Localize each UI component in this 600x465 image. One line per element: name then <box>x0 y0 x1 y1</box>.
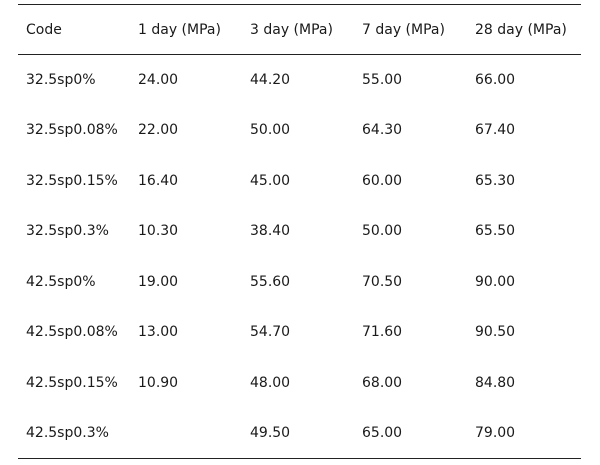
cell-code: 42.5sp0.3% <box>18 408 130 459</box>
table-row: 42.5sp0.3% 49.50 65.00 79.00 <box>18 408 581 459</box>
table-row: 42.5sp0.08% 13.00 54.70 71.60 90.50 <box>18 307 581 358</box>
cell-code: 42.5sp0% <box>26 273 96 290</box>
header-3-day: 3 day (MPa) <box>242 4 354 55</box>
header-row: Code 1 day (MPa) 3 day (MPa) 7 day (MPa)… <box>18 4 581 55</box>
table-row: 32.5sp0% 24.00 44.20 55.00 66.00 <box>18 55 581 106</box>
table-row: 32.5sp0.08% 22.00 50.00 64.30 67.40 <box>18 105 581 156</box>
cell-3-day: 50.00 <box>250 122 291 139</box>
cell-3-day: 38.40 <box>250 223 291 240</box>
cell-code: 42.5sp0.08% <box>26 324 118 341</box>
cell-3-day: 44.20 <box>250 72 291 88</box>
cell-28-day: 84.80 <box>475 374 516 391</box>
strength-table-container: Code 1 day (MPa) 3 day (MPa) 7 day (MPa)… <box>18 4 581 459</box>
cell-1-day: 24.00 <box>138 72 179 88</box>
table-row: 32.5sp0.15% 16.40 45.00 60.00 65.30 <box>18 156 581 207</box>
cell-3-day: 54.70 <box>250 324 291 341</box>
cell-1-day: 10.30 <box>138 223 179 240</box>
cell-1-day: 16.40 <box>138 172 179 189</box>
cell-7-day: 50.00 <box>362 223 403 240</box>
header-code: Code <box>18 4 130 55</box>
cell-code: 32.5sp0% <box>26 72 96 88</box>
cell-7-day: 64.30 <box>362 122 403 139</box>
table-body: 32.5sp0% 24.00 44.20 55.00 66.00 32.5sp0… <box>18 55 581 459</box>
cell-3-day: 45.00 <box>250 172 291 189</box>
cell-3-day: 49.50 <box>242 408 354 459</box>
cell-1-day: 10.90 <box>138 374 179 391</box>
cell-code: 42.5sp0.15% <box>26 374 118 391</box>
table-row: 32.5sp0.3% 10.30 38.40 50.00 65.50 <box>18 206 581 257</box>
cell-7-day: 68.00 <box>362 374 403 391</box>
cell-7-day: 71.60 <box>362 324 403 341</box>
header-1-day: 1 day (MPa) <box>130 4 242 55</box>
cell-28-day: 90.00 <box>475 273 516 290</box>
cell-28-day: 79.00 <box>467 408 581 459</box>
cell-28-day: 65.30 <box>475 172 516 189</box>
cell-28-day: 65.50 <box>475 223 516 240</box>
cell-28-day: 67.40 <box>475 122 516 139</box>
table-row: 42.5sp0.15% 10.90 48.00 68.00 84.80 <box>18 358 581 409</box>
cell-1-day: 22.00 <box>138 122 179 139</box>
cell-code: 32.5sp0.08% <box>26 122 118 139</box>
compressive-strength-table: Code 1 day (MPa) 3 day (MPa) 7 day (MPa)… <box>18 4 581 459</box>
cell-1-day: 13.00 <box>138 324 179 341</box>
cell-28-day: 66.00 <box>475 72 516 88</box>
cell-7-day: 65.00 <box>354 408 467 459</box>
table-row: 42.5sp0% 19.00 55.60 70.50 90.00 <box>18 257 581 308</box>
cell-3-day: 48.00 <box>250 374 291 391</box>
table-header: Code 1 day (MPa) 3 day (MPa) 7 day (MPa)… <box>18 4 581 55</box>
cell-1-day: 19.00 <box>138 273 179 290</box>
cell-code: 32.5sp0.3% <box>26 223 109 240</box>
cell-7-day: 60.00 <box>362 172 403 189</box>
cell-7-day: 70.50 <box>362 273 403 290</box>
cell-code: 32.5sp0.15% <box>26 172 118 189</box>
cell-7-day: 55.00 <box>362 72 403 88</box>
header-28-day: 28 day (MPa) <box>467 4 581 55</box>
cell-1-day <box>130 408 242 459</box>
cell-3-day: 55.60 <box>250 273 291 290</box>
cell-28-day: 90.50 <box>475 324 516 341</box>
header-7-day: 7 day (MPa) <box>354 4 467 55</box>
